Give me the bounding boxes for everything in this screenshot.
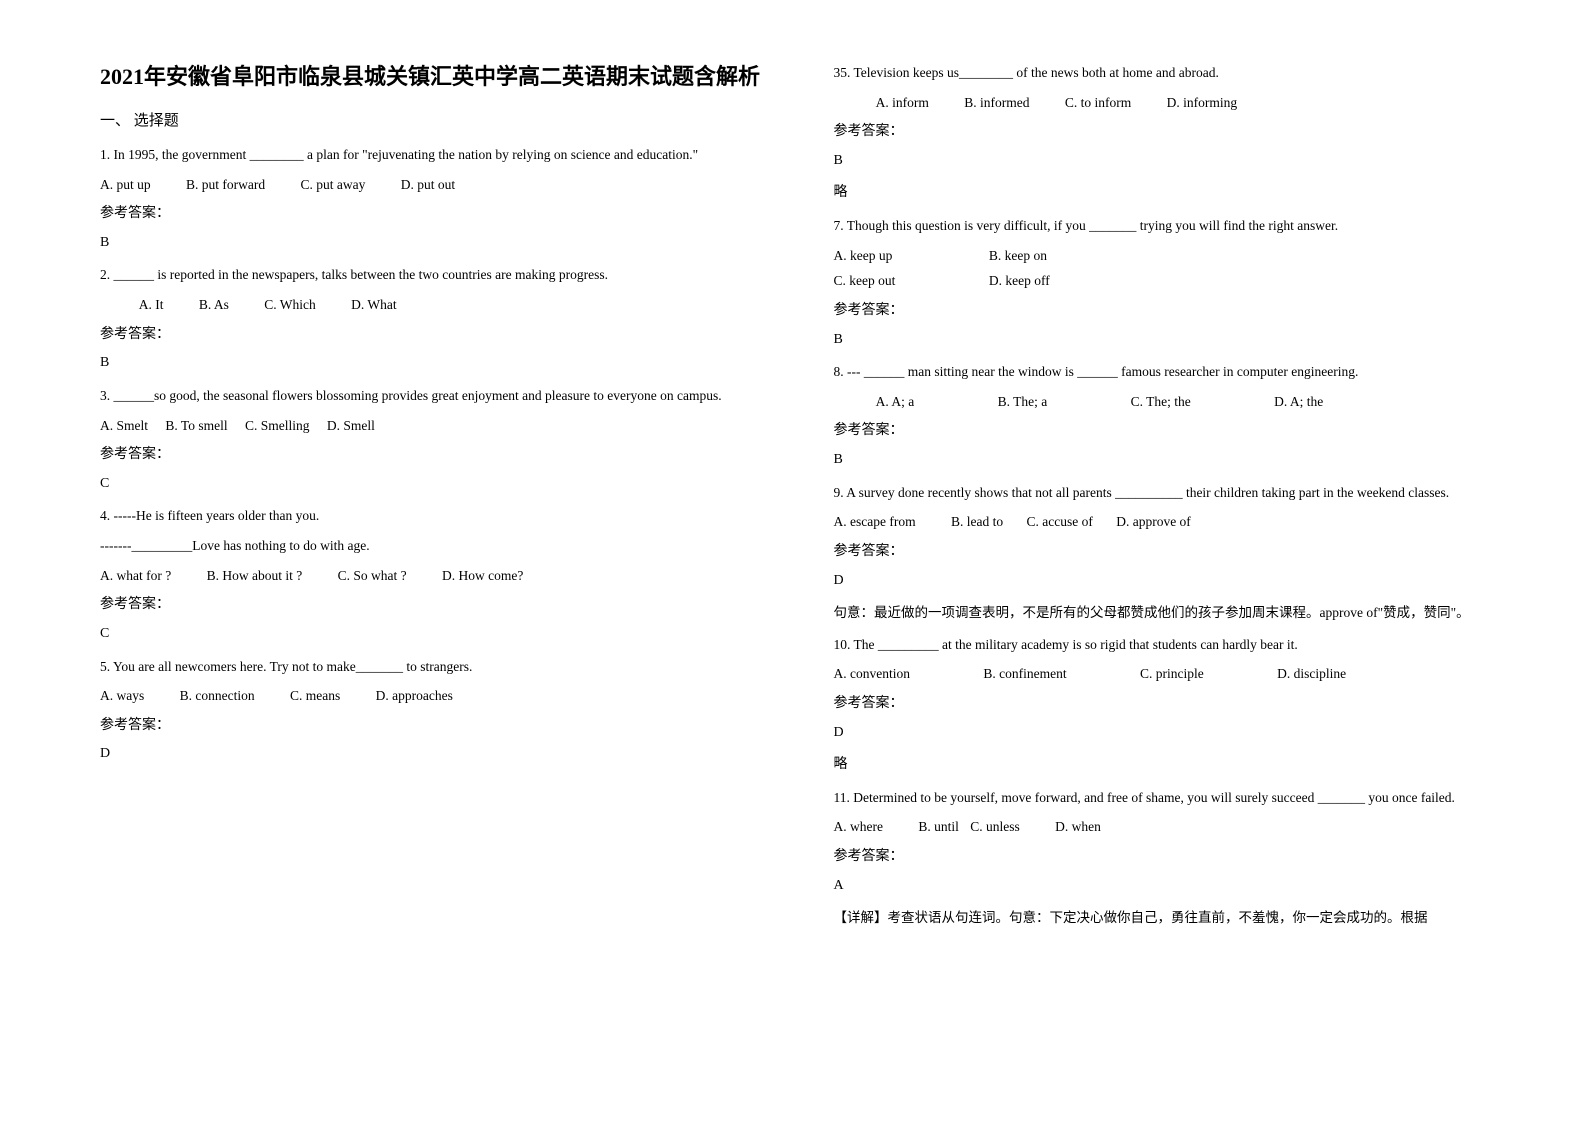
q1-opt-c: C. put away — [300, 172, 365, 198]
q7-opt-d: D. keep off — [989, 268, 1050, 294]
q9-opt-a: A. escape from — [834, 509, 916, 535]
q4-opt-c: C. So what ? — [338, 563, 407, 589]
left-column: 2021年安徽省阜阳市临泉县城关镇汇英中学高二英语期末试题含解析 一、 选择题 … — [100, 60, 774, 937]
q9-opt-d: D. approve of — [1116, 509, 1191, 535]
q10-opt-a: A. convention — [834, 661, 911, 687]
q11-opt-c: C. unless — [970, 814, 1020, 840]
q9-answer-label: 参考答案： — [834, 539, 1508, 566]
question-11-options: A. where B. until C. unless D. when — [834, 814, 1508, 840]
q9-opt-c: C. accuse of — [1026, 509, 1092, 535]
q9-opt-b: B. lead to — [951, 509, 1003, 535]
q6-skip: 略 — [834, 180, 1508, 207]
q5-opt-d: D. approaches — [376, 683, 453, 709]
question-8-options: A. A; a B. The; a C. The; the D. A; the — [834, 389, 1508, 415]
q6-opt-d: D. informing — [1167, 90, 1238, 116]
question-6-text: 35. Television keeps us________ of the n… — [834, 60, 1508, 86]
q8-opt-a: A. A; a — [876, 389, 915, 415]
q7-opt-a: A. keep up — [834, 243, 954, 269]
q11-answer: A — [834, 873, 1508, 900]
q4-opt-d: D. How come? — [442, 563, 523, 589]
q5-answer: D — [100, 741, 774, 768]
q10-skip: 略 — [834, 752, 1508, 779]
q10-opt-b: B. confinement — [983, 661, 1066, 687]
q6-opt-b: B. informed — [964, 90, 1029, 116]
q3-answer-label: 参考答案： — [100, 442, 774, 469]
q7-answer-label: 参考答案： — [834, 298, 1508, 325]
question-2-text: 2. ______ is reported in the newspapers,… — [100, 262, 774, 288]
right-column: 35. Television keeps us________ of the n… — [834, 60, 1508, 937]
q10-opt-c: C. principle — [1140, 661, 1204, 687]
question-6-options: A. inform B. informed C. to inform D. in… — [834, 90, 1508, 116]
question-9-options: A. escape from B. lead to C. accuse of D… — [834, 509, 1508, 535]
q11-opt-a: A. where — [834, 814, 883, 840]
q8-answer: B — [834, 447, 1508, 474]
q3-opt-c: C. Smelling — [245, 413, 310, 439]
exam-page: 2021年安徽省阜阳市临泉县城关镇汇英中学高二英语期末试题含解析 一、 选择题 … — [0, 0, 1587, 977]
question-8-text: 8. --- ______ man sitting near the windo… — [834, 359, 1508, 385]
q5-opt-b: B. connection — [180, 683, 255, 709]
question-2-options: A. It B. As C. Which D. What — [100, 292, 774, 318]
q1-answer: B — [100, 230, 774, 257]
q5-answer-label: 参考答案： — [100, 713, 774, 740]
question-4-text2: -------_________Love has nothing to do w… — [100, 533, 774, 559]
q7-opt-b: B. keep on — [989, 243, 1047, 269]
q8-opt-c: C. The; the — [1131, 389, 1191, 415]
q2-opt-d: D. What — [351, 292, 397, 318]
question-3-options: A. Smelt B. To smell C. Smelling D. Smel… — [100, 413, 774, 439]
question-5-options: A. ways B. connection C. means D. approa… — [100, 683, 774, 709]
q4-opt-a: A. what for ? — [100, 563, 171, 589]
q2-opt-b: B. As — [199, 292, 229, 318]
q8-opt-b: B. The; a — [998, 389, 1048, 415]
q2-opt-c: C. Which — [264, 292, 316, 318]
q2-answer: B — [100, 350, 774, 377]
question-7-text: 7. Though this question is very difficul… — [834, 213, 1508, 239]
q11-answer-label: 参考答案： — [834, 844, 1508, 871]
q4-opt-b: B. How about it ? — [207, 563, 303, 589]
question-3-text: 3. ______so good, the seasonal flowers b… — [100, 383, 774, 409]
q8-answer-label: 参考答案： — [834, 418, 1508, 445]
document-title: 2021年安徽省阜阳市临泉县城关镇汇英中学高二英语期末试题含解析 — [100, 60, 774, 93]
q3-answer: C — [100, 471, 774, 498]
q9-answer: D — [834, 568, 1508, 595]
q4-answer: C — [100, 621, 774, 648]
q2-opt-a: A. It — [139, 292, 164, 318]
q3-opt-b: B. To smell — [165, 413, 227, 439]
q1-answer-label: 参考答案： — [100, 201, 774, 228]
question-9-text: 9. A survey done recently shows that not… — [834, 480, 1508, 506]
q10-opt-d: D. discipline — [1277, 661, 1346, 687]
question-7-options: A. keep up B. keep on C. keep out D. kee… — [834, 243, 1508, 294]
section-header: 一、 选择题 — [100, 109, 774, 130]
q10-answer: D — [834, 720, 1508, 747]
question-10-text: 10. The _________ at the military academ… — [834, 632, 1508, 658]
q6-answer: B — [834, 148, 1508, 175]
q1-opt-b: B. put forward — [186, 172, 265, 198]
q7-opt-c: C. keep out — [834, 268, 954, 294]
question-4-options: A. what for ? B. How about it ? C. So wh… — [100, 563, 774, 589]
q10-answer-label: 参考答案： — [834, 691, 1508, 718]
q1-opt-d: D. put out — [401, 172, 455, 198]
q5-opt-c: C. means — [290, 683, 340, 709]
q1-opt-a: A. put up — [100, 172, 151, 198]
q2-answer-label: 参考答案： — [100, 322, 774, 349]
q3-opt-a: A. Smelt — [100, 413, 148, 439]
q3-opt-d: D. Smell — [327, 413, 375, 439]
question-11-text: 11. Determined to be yourself, move forw… — [834, 785, 1508, 811]
q6-opt-c: C. to inform — [1065, 90, 1131, 116]
question-10-options: A. convention B. confinement C. principl… — [834, 661, 1508, 687]
q11-opt-d: D. when — [1055, 814, 1101, 840]
question-1-options: A. put up B. put forward C. put away D. … — [100, 172, 774, 198]
q5-opt-a: A. ways — [100, 683, 144, 709]
q4-answer-label: 参考答案： — [100, 592, 774, 619]
q6-answer-label: 参考答案： — [834, 119, 1508, 146]
q11-explain: 【详解】考查状语从句连词。句意：下定决心做你自己，勇往直前，不羞愧，你一定会成功… — [834, 905, 1508, 931]
question-4-text: 4. -----He is fifteen years older than y… — [100, 503, 774, 529]
q6-opt-a: A. inform — [876, 90, 929, 116]
q8-opt-d: D. A; the — [1274, 389, 1323, 415]
q7-answer: B — [834, 327, 1508, 354]
q11-opt-b: B. until — [918, 814, 959, 840]
q9-explain: 句意：最近做的一项调查表明，不是所有的父母都赞成他们的孩子参加周末课程。appr… — [834, 600, 1508, 626]
question-5-text: 5. You are all newcomers here. Try not t… — [100, 654, 774, 680]
question-1-text: 1. In 1995, the government ________ a pl… — [100, 142, 774, 168]
